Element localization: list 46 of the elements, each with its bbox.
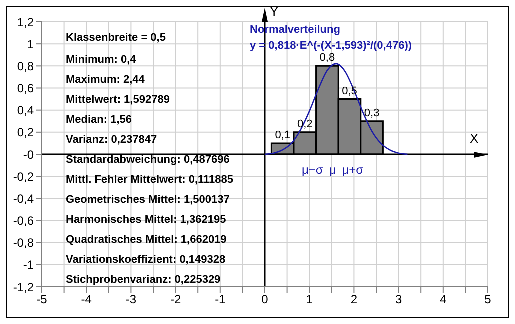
y-tick-label: 1 <box>27 37 34 52</box>
y-tick-label: 1,2 <box>17 15 34 30</box>
x-tick-label: 5 <box>484 292 492 307</box>
annotation: Harmonisches Mittel: 1,362195 <box>66 214 226 226</box>
y-tick-label: 0,6 <box>17 82 34 96</box>
data-label: 0,1 <box>275 129 290 142</box>
x-tick-label: -1 <box>215 292 226 307</box>
annotation: Variationskoeffizient: 0,149328 <box>66 254 226 266</box>
y-tick-label: -0,4 <box>13 192 34 206</box>
annotation: Quadratisches Mittel: 1,662019 <box>66 234 227 246</box>
x-tick-label: 0 <box>262 292 269 307</box>
x-tick-label: 2 <box>350 292 358 307</box>
y-tick-label: 0,2 <box>17 126 34 140</box>
x-tick-label: -5 <box>36 292 48 307</box>
x-axis-title: X <box>470 130 479 146</box>
annotation: μ <box>329 162 336 176</box>
y-tick-label: -1,2 <box>13 280 34 294</box>
annotation: μ−σ <box>302 162 324 176</box>
annotation: Mittelwert: 1,592789 <box>66 94 170 106</box>
x-tick-label: -3 <box>126 292 137 307</box>
annotation: Varianz: 0,237847 <box>66 134 158 146</box>
line-series <box>264 63 408 156</box>
y-tick-label: -0,6 <box>13 214 34 228</box>
annotation: Klassenbreite = 0,5 <box>66 32 166 44</box>
data-label: 0,3 <box>364 107 380 120</box>
data-label: 0,8 <box>320 52 336 64</box>
y-axis-title: Y <box>270 4 279 19</box>
x-tick-label: -2 <box>170 292 182 307</box>
annotation: Standardabweichung: 0,487696 <box>66 154 230 166</box>
x-tick-label: -4 <box>81 292 92 307</box>
y-tick-label: -1 <box>23 258 34 272</box>
annotation: Geometrisches Mittel: 1,500137 <box>66 194 230 206</box>
y-tick-label: -0,8 <box>13 236 34 250</box>
annotation: Minimum: 0,4 <box>66 54 136 66</box>
annotation: μ+σ <box>342 162 364 176</box>
y-tick-label: 0,8 <box>17 59 34 74</box>
x-tick-label: 1 <box>306 292 314 307</box>
annotation: Maximum: 2,44 <box>66 74 145 86</box>
annotation: Median: 1,56 <box>66 114 132 126</box>
y-tick-label: -0,2 <box>13 170 34 184</box>
y-tick-label: 0,4 <box>17 104 34 118</box>
y-tick-label: -0 <box>23 148 34 162</box>
x-tick-label: 3 <box>395 292 402 307</box>
x-tick-label: 4 <box>440 292 448 307</box>
annotation: Mittl. Fehler Mittelwert: 0,111885 <box>66 174 234 186</box>
annotation: Stichprobenvarianz: 0,225329 <box>66 274 221 286</box>
